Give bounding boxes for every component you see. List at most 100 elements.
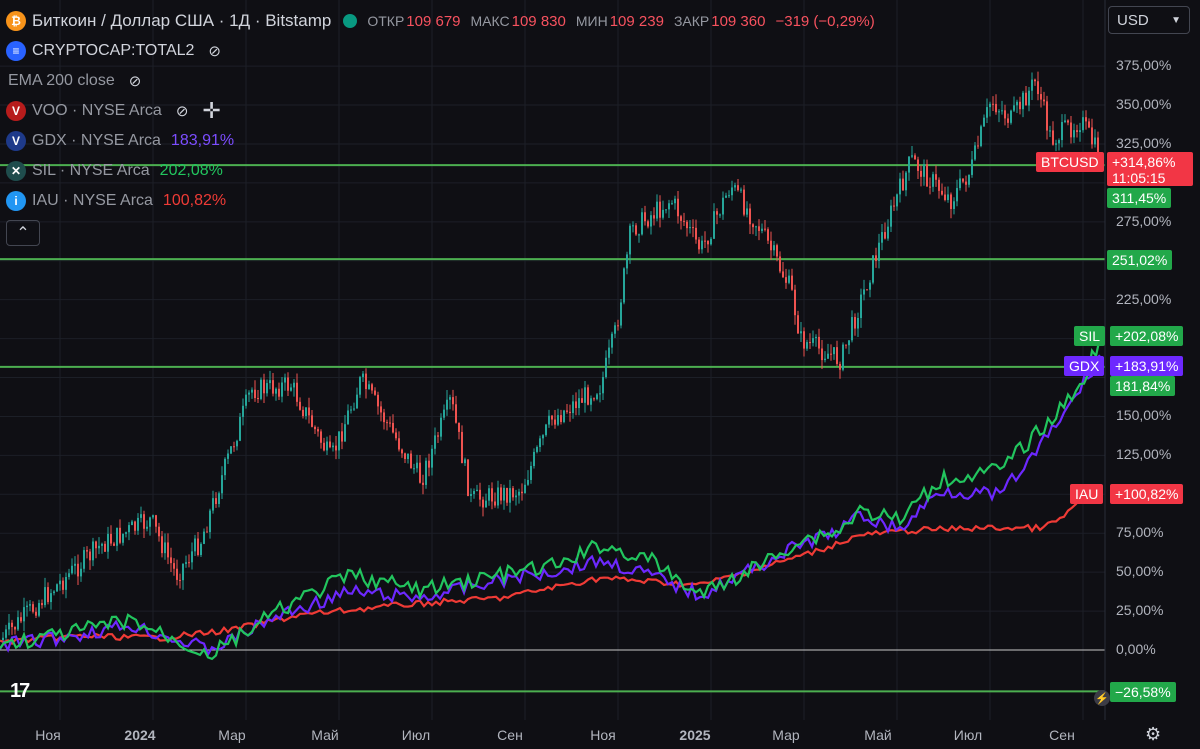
candle-body (245, 394, 247, 406)
candle-body (194, 538, 196, 552)
candle-body (827, 353, 829, 359)
candle-body (158, 526, 160, 537)
candle-body (434, 435, 436, 449)
candle-body (272, 380, 274, 394)
candle-body (761, 228, 763, 231)
settings-icon[interactable]: ⚙ (1145, 724, 1162, 744)
candle-body (935, 174, 937, 180)
candle-body (68, 573, 70, 577)
main-symbol-row[interactable]: ₿ Биткоин / Доллар США · 1Д · Bitstamp О… (6, 6, 875, 36)
candle-body (893, 205, 895, 207)
gdx-series-line (0, 354, 1101, 658)
candle-body (848, 340, 850, 346)
candle-body (413, 468, 415, 470)
candle-body (725, 195, 727, 198)
eye-hidden-icon[interactable]: ⊘ (175, 103, 189, 120)
candle-body (608, 347, 610, 358)
candle-body (218, 493, 220, 504)
candle-body (161, 536, 163, 554)
candle-body (833, 347, 835, 355)
candle-body (842, 344, 844, 370)
eye-hidden-icon[interactable]: ⊘ (208, 43, 221, 60)
candle-body (44, 587, 46, 606)
candle-body (686, 221, 688, 229)
candle-body (962, 178, 964, 182)
candle-body (719, 214, 721, 216)
lightning-icon[interactable]: ⚡ (1094, 690, 1110, 706)
candle-body (455, 404, 457, 423)
candle-body (422, 482, 424, 485)
candle-body (209, 510, 211, 533)
candle-body (986, 107, 988, 118)
candle-body (488, 488, 490, 501)
candle-body (227, 453, 229, 459)
price-axis-label: 225,00% (1116, 290, 1172, 307)
tradingview-logo[interactable]: 17 (10, 680, 30, 702)
legend-item-iau[interactable]: i IAU · NYSE Arca 100,82% (6, 186, 875, 216)
crosshair-icon[interactable]: ✛ (202, 98, 221, 123)
candle-body (215, 498, 217, 504)
candle-body (323, 442, 325, 451)
candle-body (1028, 90, 1030, 106)
candle-body (638, 234, 640, 236)
candle-body (1094, 137, 1096, 145)
currency-select[interactable]: USD ▼ (1108, 6, 1190, 34)
candle-body (602, 377, 604, 394)
candle-body (872, 255, 874, 283)
candle-body (1061, 122, 1063, 141)
candle-body (845, 344, 847, 346)
candle-body (401, 449, 403, 454)
btc-countdown: 11:05:15 (1112, 170, 1166, 186)
iau-name-tag: IAU (1070, 484, 1104, 504)
candle-body (77, 563, 79, 577)
vaneck-icon: V (6, 131, 26, 151)
candle-body (242, 405, 244, 417)
candle-body (134, 521, 136, 531)
candle-body (476, 489, 478, 492)
legend-item-total2[interactable]: ≡ CRYPTOCAP:TOTAL2 ⊘ (6, 36, 875, 66)
total2-icon: ≡ (6, 41, 26, 61)
legend-item-voo[interactable]: V VOO · NYSE Arca ⊘ ✛ (6, 96, 875, 126)
currency-label: USD (1117, 11, 1149, 29)
candle-body (671, 203, 673, 205)
candle-body (362, 373, 364, 378)
candle-body (914, 155, 916, 160)
candle-body (335, 445, 337, 451)
candle-body (920, 170, 922, 177)
candle-body (863, 289, 865, 295)
candle-body (104, 543, 106, 552)
candle-body (197, 538, 199, 555)
candle-body (1022, 92, 1024, 110)
level-tag-311: 311,45% (1107, 188, 1172, 208)
legend-item-gdx[interactable]: V GDX · NYSE Arca 183,91% (6, 126, 875, 156)
candle-body (536, 447, 538, 452)
legend-item-sil[interactable]: ✕ SIL · NYSE Arca 202,08% (6, 156, 875, 186)
time-axis-label: Июл (401, 727, 431, 743)
candle-body (359, 377, 361, 395)
candle-body (182, 563, 184, 581)
candle-body (497, 487, 499, 506)
legend-item-ema[interactable]: EMA 200 close ⊘ (6, 66, 875, 96)
candle-body (554, 419, 556, 425)
candle-body (125, 532, 127, 534)
candle-body (965, 181, 967, 185)
candle-body (146, 526, 148, 529)
candle-body (821, 348, 823, 361)
candle-body (407, 453, 409, 459)
candle-body (419, 462, 421, 483)
candle-body (956, 188, 958, 202)
candle-body (557, 415, 559, 425)
legend-label: VOO · NYSE Arca (32, 102, 162, 119)
candle-body (203, 531, 205, 544)
candle-body (737, 185, 739, 191)
candle-body (332, 445, 334, 448)
eye-hidden-icon[interactable]: ⊘ (128, 73, 142, 90)
candle-body (1076, 130, 1078, 133)
candle-body (509, 488, 511, 503)
collapse-legend-button[interactable]: ⌃ (6, 220, 40, 246)
candle-body (980, 126, 982, 147)
candle-body (92, 541, 94, 561)
candle-body (425, 460, 427, 485)
candle-body (899, 178, 901, 195)
